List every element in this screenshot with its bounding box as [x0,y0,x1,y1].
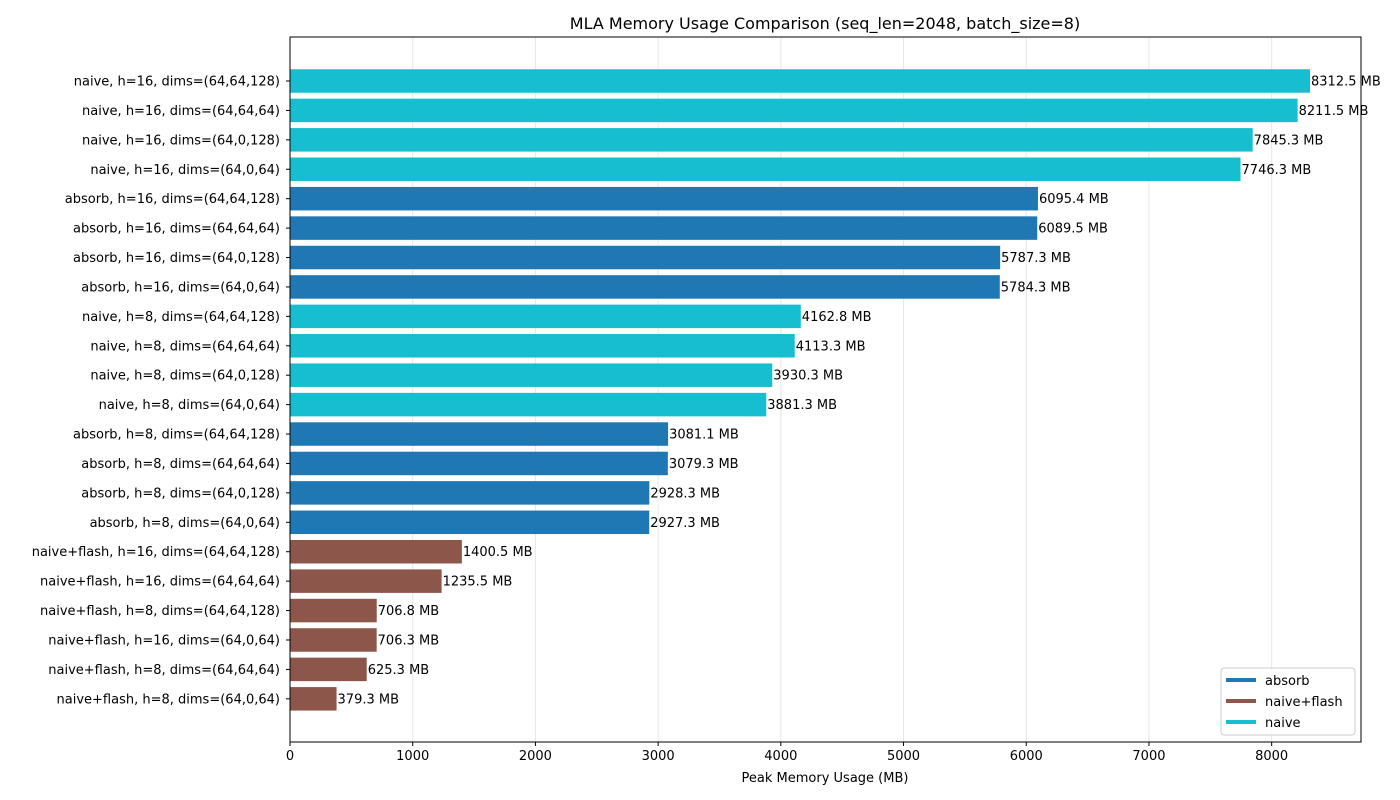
bar [290,687,337,711]
bar-value-label: 1235.5 MB [443,575,513,590]
x-tick-label: 5000 [887,749,920,764]
bar [290,392,767,417]
y-tick-label: naive+flash, h=8, dims=(64,64,128) [40,604,280,619]
bar-value-label: 1400.5 MB [463,545,533,560]
x-tick-label: 1000 [396,749,429,764]
bar-value-label: 7746.3 MB [1242,163,1312,178]
bar-value-label: 8312.5 MB [1311,75,1381,90]
bar-value-label: 4162.8 MB [802,310,872,325]
plot-area-frame [289,36,1362,743]
bar-value-label: 3081.1 MB [669,428,739,443]
bar [290,598,377,623]
bar-value-label: 5787.3 MB [1001,251,1071,266]
bar [290,539,462,564]
bar [290,98,1298,123]
y-tick-label: naive, h=16, dims=(64,64,64) [82,104,280,119]
y-tick-label: naive+flash, h=8, dims=(64,0,64) [57,692,280,707]
x-tick-label: 2000 [519,749,552,764]
bar-value-label: 3881.3 MB [767,398,837,413]
bar-value-label: 379.3 MB [338,692,399,707]
bar-value-label: 6089.5 MB [1038,222,1108,237]
y-tick-label: naive+flash, h=16, dims=(64,0,64) [48,633,280,648]
bar [290,245,1001,270]
x-tick-label: 3000 [642,749,675,764]
grid-lines [289,37,1273,742]
bar-value-label: 6095.4 MB [1039,192,1109,207]
bar [290,186,1038,211]
y-tick-label: naive, h=8, dims=(64,64,64) [90,339,280,354]
y-tick-label: naive+flash, h=16, dims=(64,64,128) [32,545,280,560]
y-tick-label: naive, h=16, dims=(64,0,128) [82,133,280,148]
y-tick-label: naive, h=16, dims=(64,0,64) [90,163,280,178]
y-tick-label: absorb, h=8, dims=(64,0,64) [90,516,280,531]
legend-entry-label: naive [1265,716,1301,731]
legend: absorb naive+flash naive [1220,667,1356,736]
y-tick-label: naive+flash, h=16, dims=(64,64,64) [40,575,280,590]
y-tick-label: absorb, h=8, dims=(64,64,64) [81,457,280,472]
bar-value-label: 2927.3 MB [650,516,720,531]
legend-entry-label: absorb [1265,674,1310,689]
bar-value-label: 3930.3 MB [773,369,843,384]
bar [290,363,773,387]
bar [290,481,650,505]
y-tick-label: absorb, h=8, dims=(64,0,128) [81,486,280,501]
bar-value-label: 7845.3 MB [1254,133,1324,148]
x-axis-title: Peak Memory Usage (MB) [742,771,909,786]
bar-value-label: 4113.3 MB [796,339,866,354]
bar [290,157,1241,182]
bar [290,422,669,446]
bar [290,569,442,593]
x-tick-label: 0 [286,749,294,764]
bar-value-labels: 8312.5 MB 8211.5 MB 7845.3 MB 7746.3 MB 6095… [338,75,1381,708]
x-tick-label: 7000 [1132,749,1165,764]
y-tick-label: naive, h=16, dims=(64,64,128) [74,75,280,90]
bar [290,451,668,476]
bar [290,628,377,652]
x-tick-label: 8000 [1255,749,1288,764]
y-tick-label: naive+flash, h=8, dims=(64,64,64) [48,663,280,678]
y-tick-label: naive, h=8, dims=(64,0,128) [90,369,280,384]
y-tick-label: absorb, h=16, dims=(64,0,128) [73,251,280,266]
chart-title: MLA Memory Usage Comparison (seq_len=204… [570,14,1080,34]
y-tick-label: absorb, h=8, dims=(64,64,128) [73,428,280,443]
bar [290,275,1000,299]
legend-frame [1220,667,1356,736]
bar-value-label: 8211.5 MB [1299,104,1369,119]
bar-value-label: 3079.3 MB [669,457,739,472]
bar [290,657,367,682]
y-tick-label: absorb, h=16, dims=(64,0,64) [81,280,280,295]
bar [290,69,1311,93]
bar [290,304,801,329]
y-tick-label: absorb, h=16, dims=(64,64,128) [65,192,280,207]
y-tick-label: absorb, h=16, dims=(64,64,64) [73,222,280,237]
bar [290,128,1253,152]
bar-value-label: 2928.3 MB [650,486,720,501]
x-tick-label: 4000 [764,749,797,764]
legend-entry-label: naive+flash [1265,695,1343,710]
bar-value-label: 706.3 MB [378,633,439,648]
bar-value-label: 5784.3 MB [1001,280,1071,295]
x-tick-label: 6000 [1010,749,1043,764]
bar-value-label: 625.3 MB [368,663,429,678]
y-tick-label: naive, h=8, dims=(64,0,64) [99,398,280,413]
x-axis-ticks: 0 1000 2000 3000 4000 5000 6000 7000 8000 [286,742,1288,764]
y-axis-ticks: naive, h=16, dims=(64,64,128) naive, h=16… [32,75,290,707]
bar-value-label: 706.8 MB [378,604,439,619]
bar [290,216,1038,240]
bars [290,69,1311,711]
bar [290,334,795,358]
bar [290,510,650,535]
y-tick-label: naive, h=8, dims=(64,64,128) [82,310,280,325]
